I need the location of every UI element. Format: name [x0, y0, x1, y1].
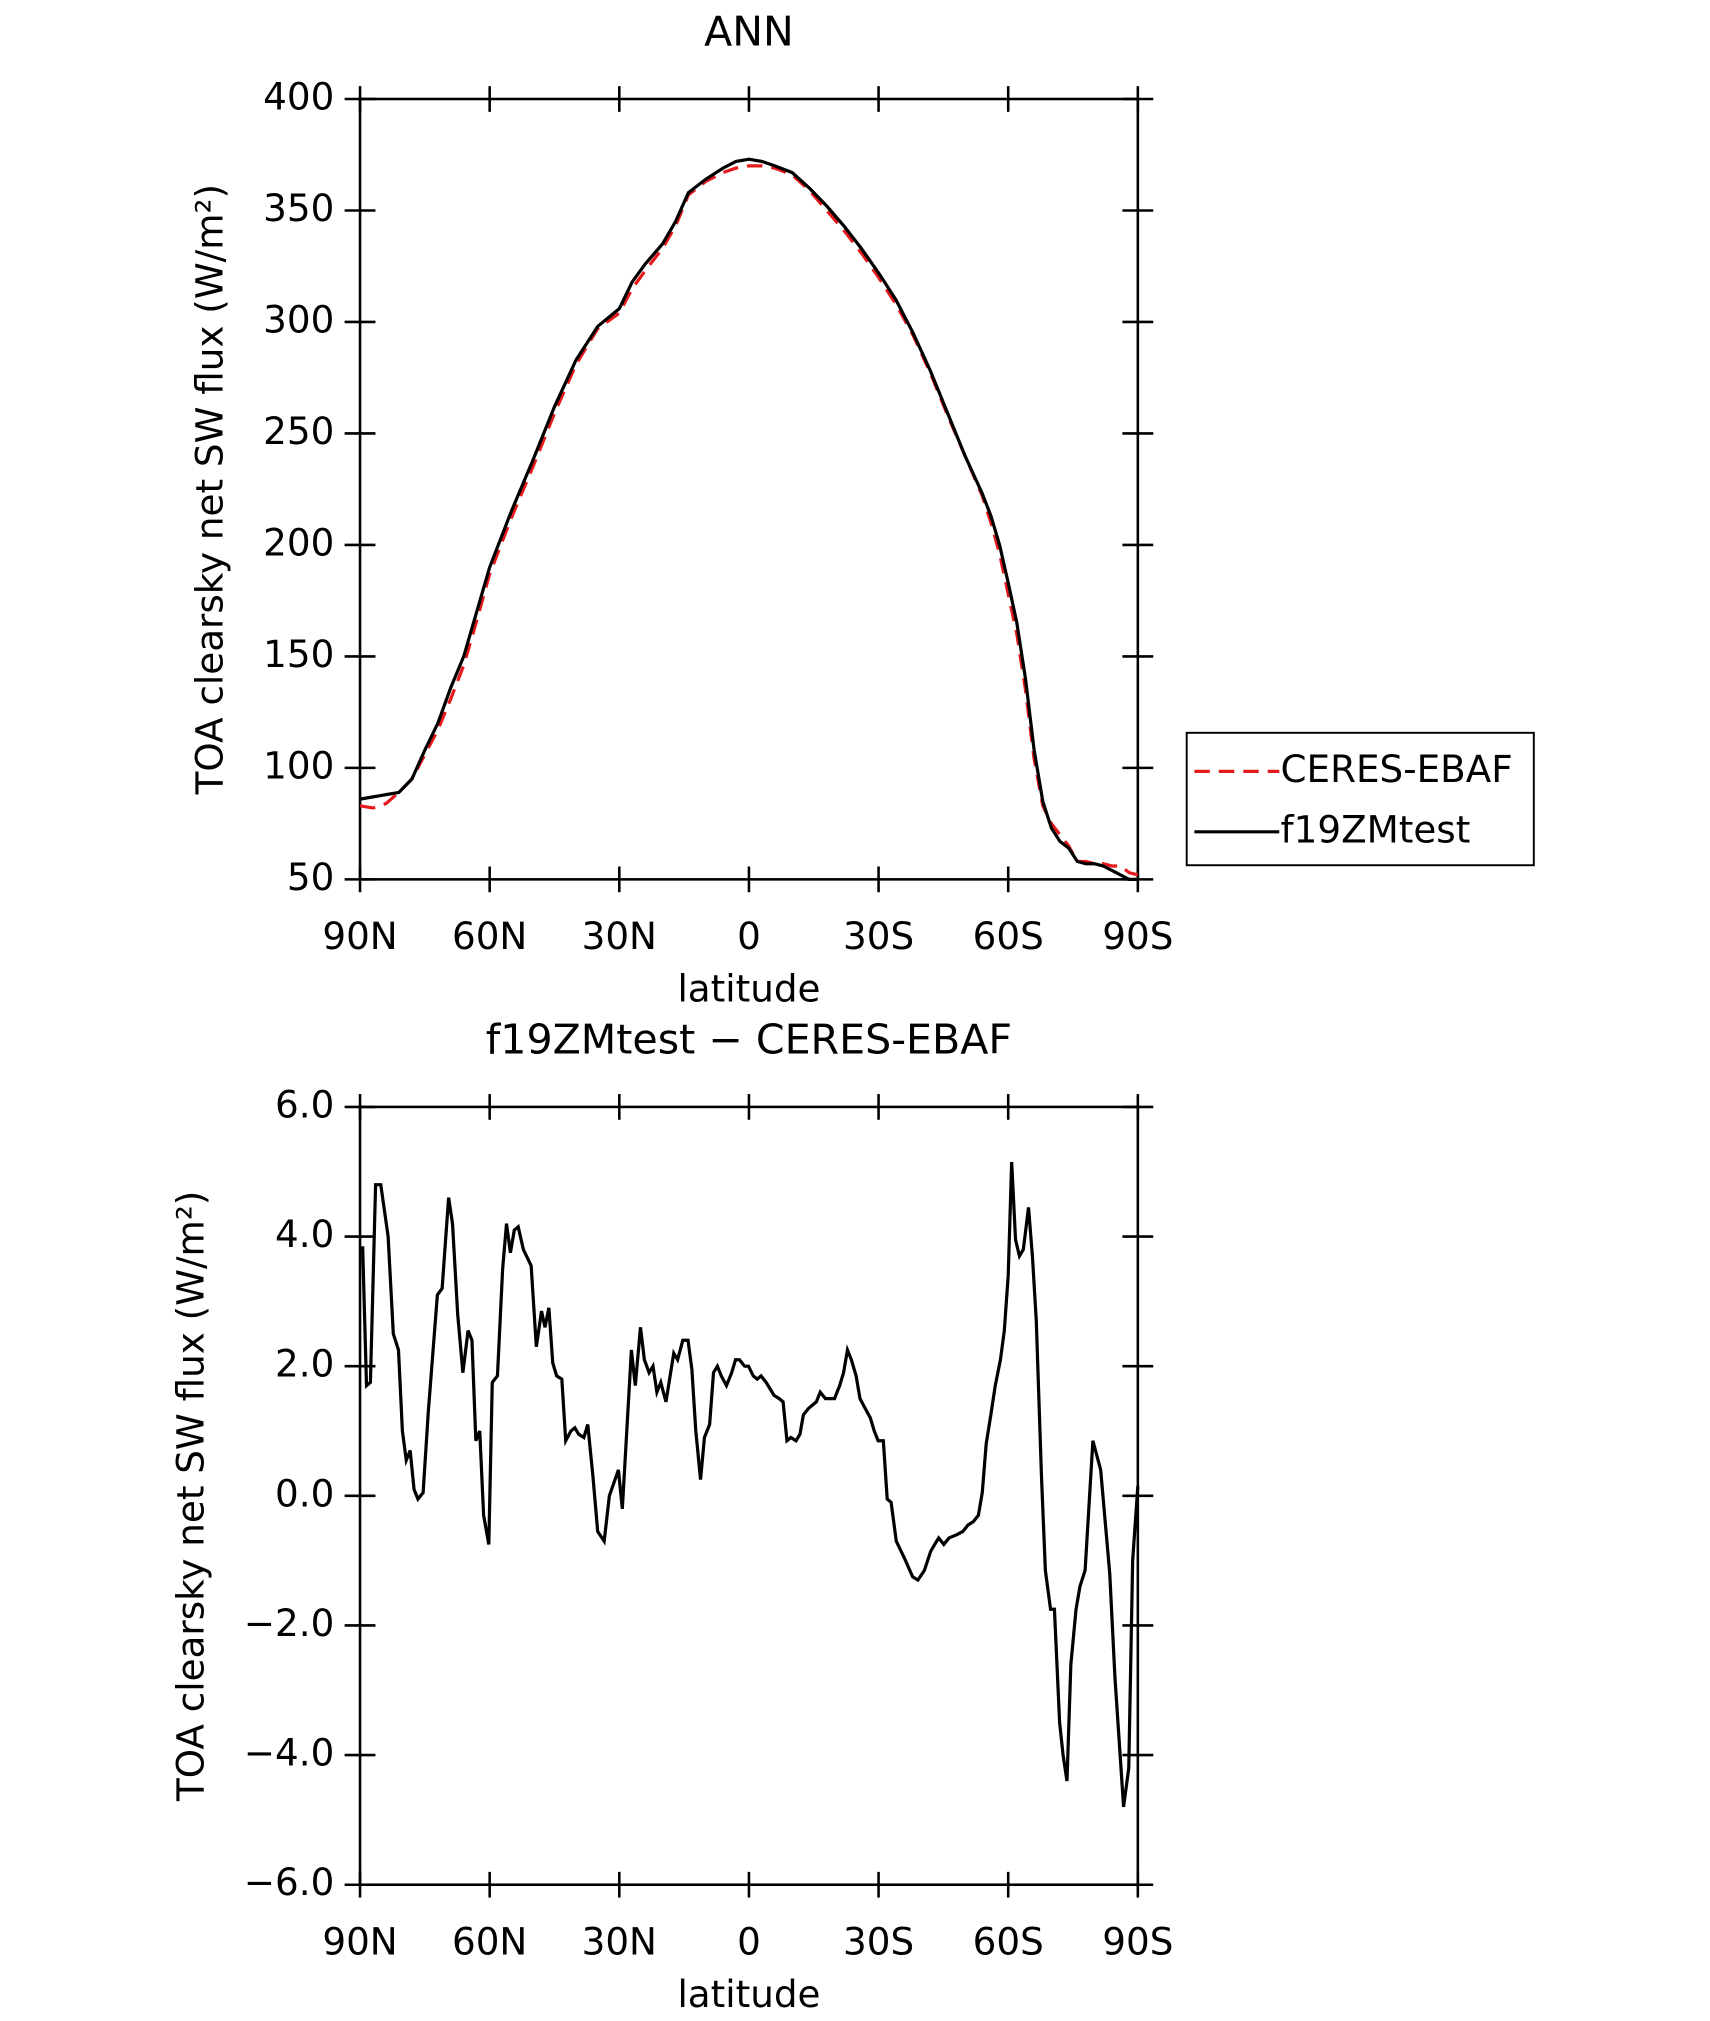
y-tick-label: 250 [263, 409, 334, 453]
y-tick-label: 400 [263, 74, 334, 118]
data-line [361, 1161, 1140, 1808]
y-tick-label: 150 [263, 632, 334, 676]
x-tick-label: 90S [1102, 1919, 1173, 1963]
legend-box [1185, 731, 1535, 867]
x-tick-label: 30N [582, 914, 657, 958]
y-tick-label: −2.0 [244, 1601, 335, 1645]
x-axis-label: latitude [677, 1972, 820, 2016]
y-tick-label: 100 [263, 743, 334, 787]
x-tick-label: 0 [737, 914, 761, 958]
y-tick-label: 350 [263, 186, 334, 230]
x-tick-label: 60N [452, 914, 527, 958]
y-tick-label: 200 [263, 520, 334, 564]
data-line [359, 157, 1138, 881]
x-tick-label: 30N [582, 1919, 657, 1963]
y-tick-label: −4.0 [244, 1731, 335, 1775]
y-axis-label: TOA clearsky net SW flux (W/m²) [188, 184, 232, 795]
chart-title: f19ZMtest − CERES-EBAF [486, 1016, 1012, 1064]
x-tick-label: 90N [322, 914, 397, 958]
x-tick-label: 60S [973, 1919, 1044, 1963]
x-axis-label: latitude [677, 967, 820, 1011]
x-tick-label: 60N [452, 1919, 527, 1963]
y-tick-label: 6.0 [275, 1082, 334, 1126]
x-tick-label: 90S [1102, 914, 1173, 958]
y-tick-label: 2.0 [275, 1342, 334, 1386]
y-axis-label: TOA clearsky net SW flux (W/m²) [168, 1191, 212, 1802]
plot-frame [358, 97, 1140, 881]
x-tick-label: 90N [322, 1919, 397, 1963]
y-tick-label: 300 [263, 297, 334, 341]
x-tick-label: 60S [973, 914, 1044, 958]
data-line [359, 164, 1139, 877]
y-tick-label: −6.0 [244, 1860, 335, 1904]
y-tick-label: 50 [287, 855, 334, 899]
y-tick-label: 4.0 [275, 1212, 334, 1256]
plot-frame [358, 1105, 1140, 1887]
chart-title: ANN [704, 8, 794, 56]
x-tick-label: 30S [843, 914, 914, 958]
legend-label: f19ZMtest [1281, 807, 1471, 851]
legend-label: CERES-EBAF [1281, 747, 1513, 791]
x-tick-label: 30S [843, 1919, 914, 1963]
y-tick-label: 0.0 [275, 1471, 334, 1515]
x-tick-label: 0 [737, 1919, 761, 1963]
